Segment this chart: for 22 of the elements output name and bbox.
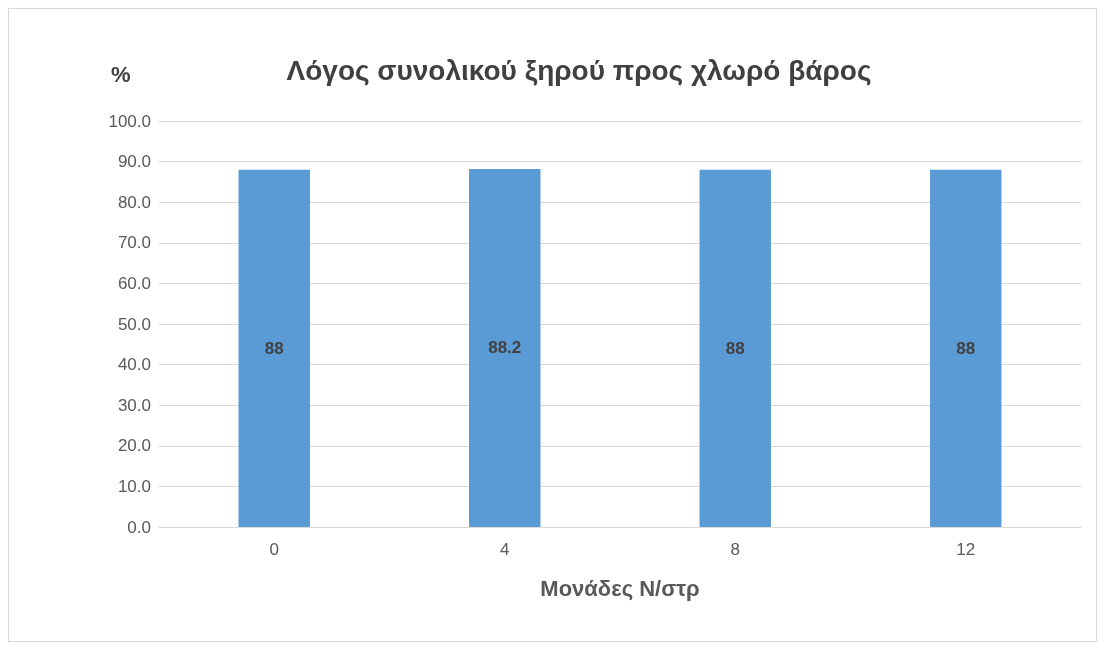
y-tick-label: 40.0 (117, 355, 151, 375)
data-label: 88.2 (488, 338, 522, 358)
y-axis-title: % (111, 61, 131, 87)
y-tick-label: 70.0 (117, 233, 151, 253)
chart-title: Λόγος συνολικού ξηρού προς χλωρό βάρος (286, 54, 872, 86)
data-label: 88 (264, 338, 284, 358)
y-tick-label: 0.0 (127, 517, 151, 537)
x-tick-label: 0 (269, 540, 279, 559)
y-tick-label: 20.0 (117, 436, 151, 456)
y-tick-label: 80.0 (117, 192, 151, 212)
y-tick-label: 60.0 (117, 273, 151, 293)
y-tick-label: 10.0 (117, 476, 151, 496)
y-tick-label: 30.0 (117, 395, 151, 415)
data-label: 88 (956, 338, 976, 358)
x-tick-label: 12 (956, 540, 976, 559)
y-tick-label: 50.0 (117, 314, 151, 334)
x-axis-title: Μονάδες Ν/στρ (540, 575, 700, 601)
data-label: 88 (725, 338, 745, 358)
y-tick-label: 100.0 (108, 111, 151, 131)
x-tick-label: 8 (730, 540, 740, 559)
y-tick-label: 90.0 (117, 152, 151, 172)
x-tick-label: 4 (500, 540, 510, 559)
